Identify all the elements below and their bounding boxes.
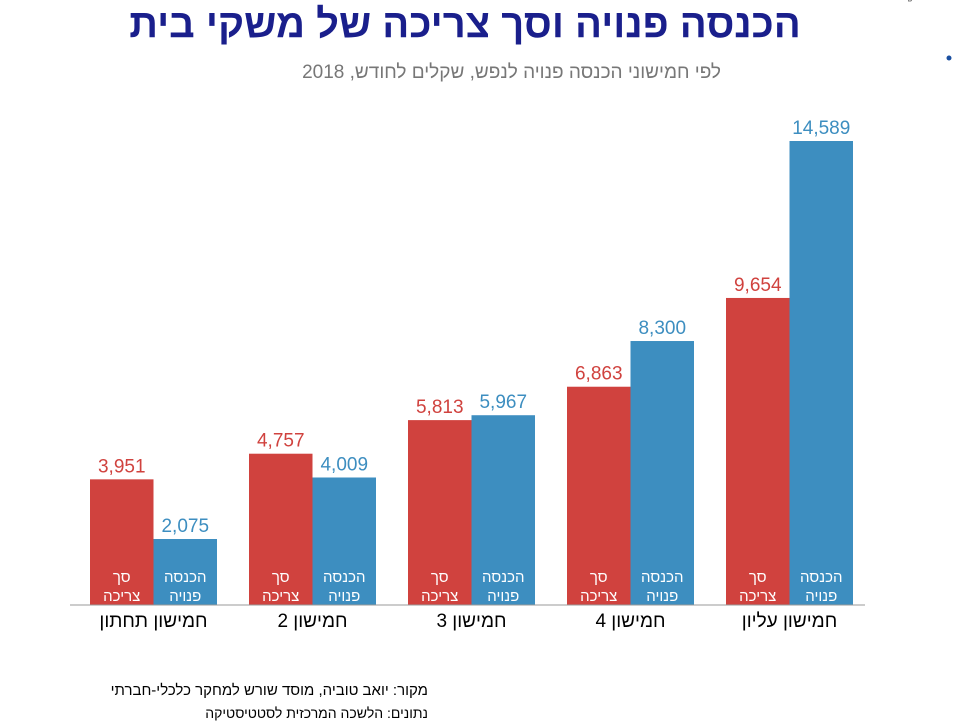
data-label: 14,589 bbox=[792, 118, 850, 139]
bar bbox=[726, 297, 790, 605]
category-label: חמישון 4 bbox=[595, 611, 665, 632]
footer-source: מקור: יואב טוביה, מוסד שורש למחקר כלכלי-… bbox=[110, 682, 428, 699]
category-label: חמישון עליון bbox=[742, 611, 837, 632]
logo-dot bbox=[946, 55, 952, 61]
data-label: 2,075 bbox=[161, 516, 209, 537]
bar bbox=[153, 539, 217, 605]
bar bbox=[249, 453, 313, 605]
bar-series-label: צריכה bbox=[421, 588, 458, 605]
bar-series-label: צריכה bbox=[262, 588, 299, 605]
bar bbox=[567, 386, 631, 605]
data-label: 6,863 bbox=[575, 364, 623, 385]
bar-series-label: פנויה bbox=[646, 588, 678, 605]
chart-title: הכנסה פנויה וסך צריכה של משקי בית bbox=[129, 2, 801, 46]
bar-series-label: סך bbox=[272, 569, 290, 586]
bar-series-label: הכנסה bbox=[482, 569, 524, 586]
category-label: חמישון תחתון bbox=[99, 611, 207, 632]
bar-series-label: צריכה bbox=[103, 588, 140, 605]
bar bbox=[312, 477, 376, 605]
bar-series-label: סך bbox=[749, 569, 767, 586]
chart-subtitle: לפי חמישוני הכנסה פנויה לנפש, שקלים לחוד… bbox=[302, 62, 721, 83]
bar-series-label: הכנסה bbox=[323, 569, 365, 586]
data-label: 9,654 bbox=[734, 275, 782, 296]
data-label: 8,300 bbox=[638, 318, 686, 339]
category-label: חמישון 2 bbox=[277, 611, 347, 632]
data-label: 5,813 bbox=[416, 397, 464, 418]
bar-series-label: פנויה bbox=[328, 588, 360, 605]
bar-series-label: הכנסה bbox=[641, 569, 683, 586]
category-label: חמישון 3 bbox=[436, 611, 506, 632]
data-label: 5,967 bbox=[479, 392, 527, 413]
bar bbox=[471, 415, 535, 605]
bar-series-label: סך bbox=[590, 569, 608, 586]
bar-series-label: פנויה bbox=[805, 588, 837, 605]
data-label: 4,757 bbox=[257, 431, 305, 452]
bar bbox=[789, 141, 853, 605]
bar-series-label: פנויה bbox=[169, 588, 201, 605]
bar bbox=[630, 341, 694, 605]
logo-text: שורש bbox=[937, 0, 953, 2]
bar bbox=[90, 479, 154, 605]
bar-series-label: צריכה bbox=[739, 588, 776, 605]
shoresh-logo: שורש מוסד שורש למחקר כלכלי-חברתי bbox=[906, 0, 953, 61]
bar bbox=[408, 420, 472, 605]
bar-series-label: הכנסה bbox=[164, 569, 206, 586]
logo-tagline: מוסד שורש למחקר כלכלי-חברתי bbox=[906, 0, 914, 2]
bar-series-label: פנויה bbox=[487, 588, 519, 605]
footer-data: נתונים: הלשכה המרכזית לסטטיסטיקה bbox=[205, 705, 428, 721]
bar-series-label: סך bbox=[431, 569, 449, 586]
bar-series-label: צריכה bbox=[580, 588, 617, 605]
data-label: 4,009 bbox=[320, 454, 368, 475]
bar-series-label: סך bbox=[113, 569, 131, 586]
bar-series-label: הכנסה bbox=[800, 569, 842, 586]
data-label: 3,951 bbox=[98, 456, 146, 477]
